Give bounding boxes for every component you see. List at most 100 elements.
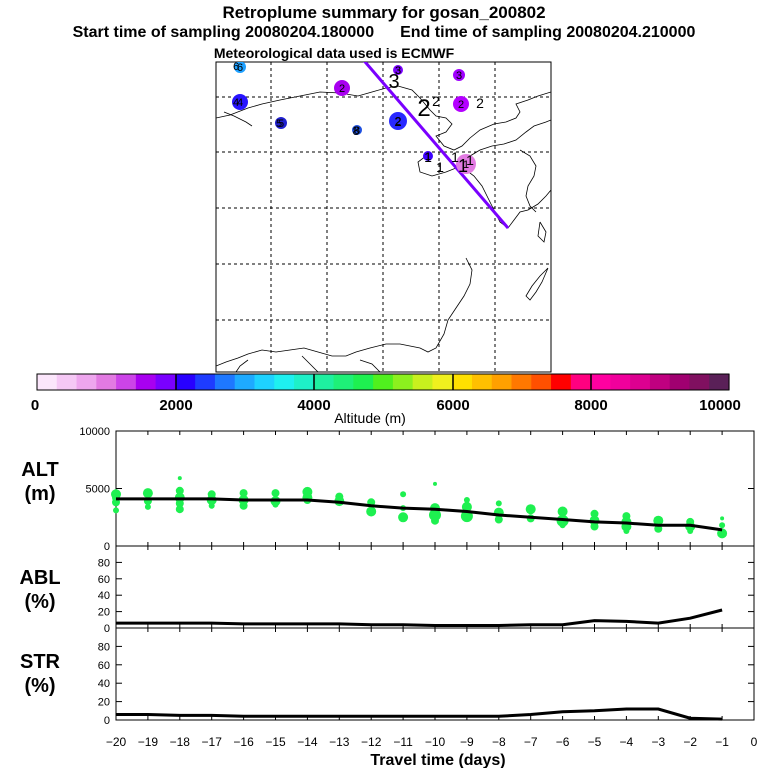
x-tick-label: −17 <box>202 735 223 749</box>
alt-point <box>623 528 630 534</box>
alt-point <box>590 509 599 518</box>
map-marker-label: 5 <box>278 118 284 130</box>
x-tick-label: −9 <box>460 735 474 749</box>
alt-point <box>461 501 472 512</box>
y-tick-label: 0 <box>104 623 110 635</box>
colorbar-cell <box>274 374 295 390</box>
map-trajectory-number: 6 <box>233 61 239 73</box>
alt-point <box>653 515 664 526</box>
colorbar-cell <box>195 374 216 390</box>
map-trajectory-number: 1 <box>451 149 459 165</box>
alt-point <box>559 522 566 529</box>
colorbar-tick-label: 10000 <box>699 397 741 414</box>
alt-point <box>433 481 437 486</box>
map-marker-label: 4 <box>237 97 243 109</box>
str-panel-unit: (%) <box>24 675 55 697</box>
map-marker-label: 1 <box>425 151 431 163</box>
alt-point <box>142 488 153 499</box>
alt-point <box>175 499 184 508</box>
map-marker-8 <box>352 125 362 135</box>
str-panel-label: STR <box>20 651 61 673</box>
str-line <box>116 707 723 721</box>
x-tick-label: −4 <box>620 735 634 749</box>
map-trajectory-number: 3 <box>388 71 399 93</box>
x-tick-label: −19 <box>138 735 159 749</box>
colorbar-cell <box>669 374 691 390</box>
colorbar-cell <box>590 374 611 390</box>
map-marker-3 <box>393 65 403 75</box>
alt-point <box>494 515 503 524</box>
y-tick-label: 80 <box>98 641 110 653</box>
map-trajectory-number: 4 <box>233 97 239 109</box>
colorbar-cell <box>155 374 176 390</box>
alt-point <box>208 502 215 509</box>
colorbar-cell <box>471 374 493 390</box>
panel-abl: 0 20 40 60 80 <box>98 545 755 635</box>
x-tick-label: 0 <box>751 735 758 749</box>
map-marker-1b <box>456 154 476 174</box>
x-tick-label: −11 <box>393 735 413 749</box>
map-gridlines <box>216 62 551 372</box>
y-tick-label: 60 <box>98 660 110 672</box>
x-tick-label: −6 <box>556 735 570 749</box>
alt-point <box>590 522 599 531</box>
colorbar-cell <box>531 374 552 390</box>
x-tick-label: −2 <box>683 735 697 749</box>
map-trajectory-number: 8 <box>353 124 360 138</box>
start-time-label: Start time of sampling 20080204.180000 <box>72 24 375 41</box>
alt-point <box>719 522 726 529</box>
y-tick-label: 60 <box>98 574 110 586</box>
map-marker-label: 2 <box>395 116 401 128</box>
alt-point <box>463 497 470 503</box>
x-tick-label: −3 <box>651 735 665 749</box>
x-tick-label: −1 <box>715 735 729 749</box>
map-trajectory-number: 2 <box>394 114 401 129</box>
map-trajectory-number: 2 <box>432 93 440 109</box>
x-tick-label: −7 <box>524 735 538 749</box>
map-trajectory-number: 1 <box>436 159 444 175</box>
map-marker-label: 6 <box>237 62 243 74</box>
map-trajectory-number: 1 <box>424 149 432 165</box>
map-trajectory-number: 2 <box>417 95 430 122</box>
alt-point <box>495 500 502 507</box>
map-marker-2c <box>334 80 350 96</box>
map-trajectory-number: 1 <box>458 156 468 176</box>
y-tick-label: 40 <box>98 678 110 690</box>
alt-point <box>175 505 184 514</box>
map-marker-label: 2 <box>458 99 464 111</box>
alt-panel-unit: (m) <box>24 483 55 505</box>
alt-point <box>175 486 184 495</box>
x-tick-label: −14 <box>297 735 318 749</box>
colorbar-cell <box>234 374 256 390</box>
colorbar-cell <box>294 374 315 390</box>
colorbar-cell <box>333 374 354 390</box>
colorbar-cell <box>412 374 434 390</box>
colorbar-frame <box>36 373 730 391</box>
colorbar-cell <box>254 374 275 390</box>
colorbar-cell <box>37 374 58 390</box>
x-tick-label: −5 <box>588 735 602 749</box>
map-frame <box>215 61 552 373</box>
alt-point <box>687 528 694 534</box>
colorbar-cell <box>353 374 374 390</box>
alt-point <box>366 506 377 517</box>
colorbar-tick-label: 4000 <box>297 397 330 414</box>
y-tick-label: 5000 <box>86 484 110 496</box>
colorbar-cell <box>175 374 196 390</box>
x-tick-label: −13 <box>329 735 350 749</box>
abl-panel-unit: (%) <box>24 591 55 613</box>
colorbar-cell <box>511 374 532 390</box>
alt-mean-line <box>116 497 723 532</box>
x-tick-label: −12 <box>361 735 382 749</box>
colorbar-cell <box>570 374 592 390</box>
map-marker-label: 1 <box>463 159 469 171</box>
panel-frame <box>115 627 755 721</box>
alt-point <box>177 476 182 481</box>
colorbar-cell <box>135 374 157 390</box>
x-tick-label: −8 <box>492 735 506 749</box>
sampling-times: Start time of sampling 20080204.180000 En… <box>0 24 768 42</box>
colorbar-cell <box>96 374 117 390</box>
map-trajectory-number: 1 <box>466 152 474 168</box>
map-marker-2b <box>453 96 469 112</box>
